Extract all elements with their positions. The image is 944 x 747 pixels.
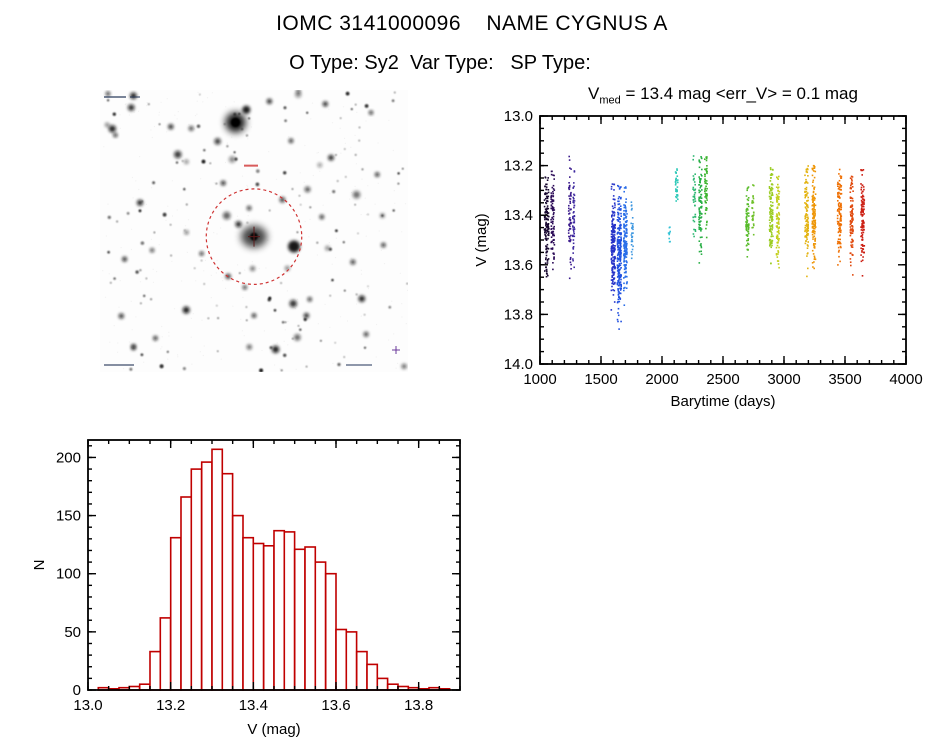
svg-text:Barytime (days): Barytime (days) [670, 393, 775, 410]
lightcurve-panel: Vmed = 13.4 mag <err_V> = 0.1 mag 1000 15… [470, 84, 936, 418]
histogram-plot: 13.0 13.2 13.4 13.6 13.8 0 50 100 150 200 V (mag) N [31, 439, 461, 738]
svg-text:N: N [31, 560, 48, 571]
svg-text:2000: 2000 [645, 371, 678, 388]
svg-text:3500: 3500 [828, 371, 861, 388]
finding-chart-panel [100, 90, 408, 372]
svg-text:13.8: 13.8 [504, 306, 533, 323]
page-title: IOMC 3141000096 NAME CYGNUS A [276, 12, 668, 35]
svg-text:14.0: 14.0 [504, 356, 533, 373]
corner-annotation-mark [104, 364, 134, 366]
svg-text:50: 50 [64, 624, 81, 641]
svg-text:2500: 2500 [706, 371, 739, 388]
lightcurve-plot: 1000 1500 2000 2500 3000 3500 4000 13.0 13.2 13.4… [473, 108, 923, 410]
svg-text:0: 0 [73, 682, 81, 699]
svg-text:4000: 4000 [889, 371, 922, 388]
page-subtitle: O Type: Sy2 Var Type: SP Type: [289, 52, 591, 74]
svg-text:13.0: 13.0 [73, 697, 102, 714]
svg-text:V (mag): V (mag) [247, 721, 300, 738]
svg-text:13.2: 13.2 [504, 158, 533, 175]
lc-title-prefix: V [588, 84, 600, 103]
corner-annotation-mark [104, 96, 126, 98]
target-label-mark [244, 164, 258, 167]
svg-text:V (mag): V (mag) [473, 213, 490, 266]
histogram-panel: 13.0 13.2 13.4 13.6 13.8 0 50 100 150 200 V (mag) N [30, 428, 500, 740]
svg-text:150: 150 [56, 508, 81, 525]
svg-text:3000: 3000 [767, 371, 800, 388]
svg-text:13.8: 13.8 [404, 697, 433, 714]
svg-text:13.4: 13.4 [504, 207, 533, 224]
lc-title-rest: = 13.4 mag <err_V> = 0.1 mag [620, 84, 858, 103]
svg-text:100: 100 [56, 566, 81, 583]
target-circle [205, 188, 303, 285]
svg-text:1000: 1000 [523, 371, 556, 388]
svg-text:13.2: 13.2 [156, 697, 185, 714]
svg-text:13.4: 13.4 [239, 697, 268, 714]
svg-text:13.6: 13.6 [321, 697, 350, 714]
svg-text:13.0: 13.0 [504, 108, 533, 125]
lightcurve-title: Vmed = 13.4 mag <err_V> = 0.1 mag [540, 84, 906, 108]
svg-text:200: 200 [56, 449, 81, 466]
lc-title-subscript: med [599, 94, 621, 107]
corner-annotation-mark [346, 364, 372, 366]
corner-annotation-mark [130, 96, 140, 98]
finding-chart-canvas [100, 90, 408, 372]
svg-text:13.6: 13.6 [504, 257, 533, 274]
svg-text:1500: 1500 [584, 371, 617, 388]
